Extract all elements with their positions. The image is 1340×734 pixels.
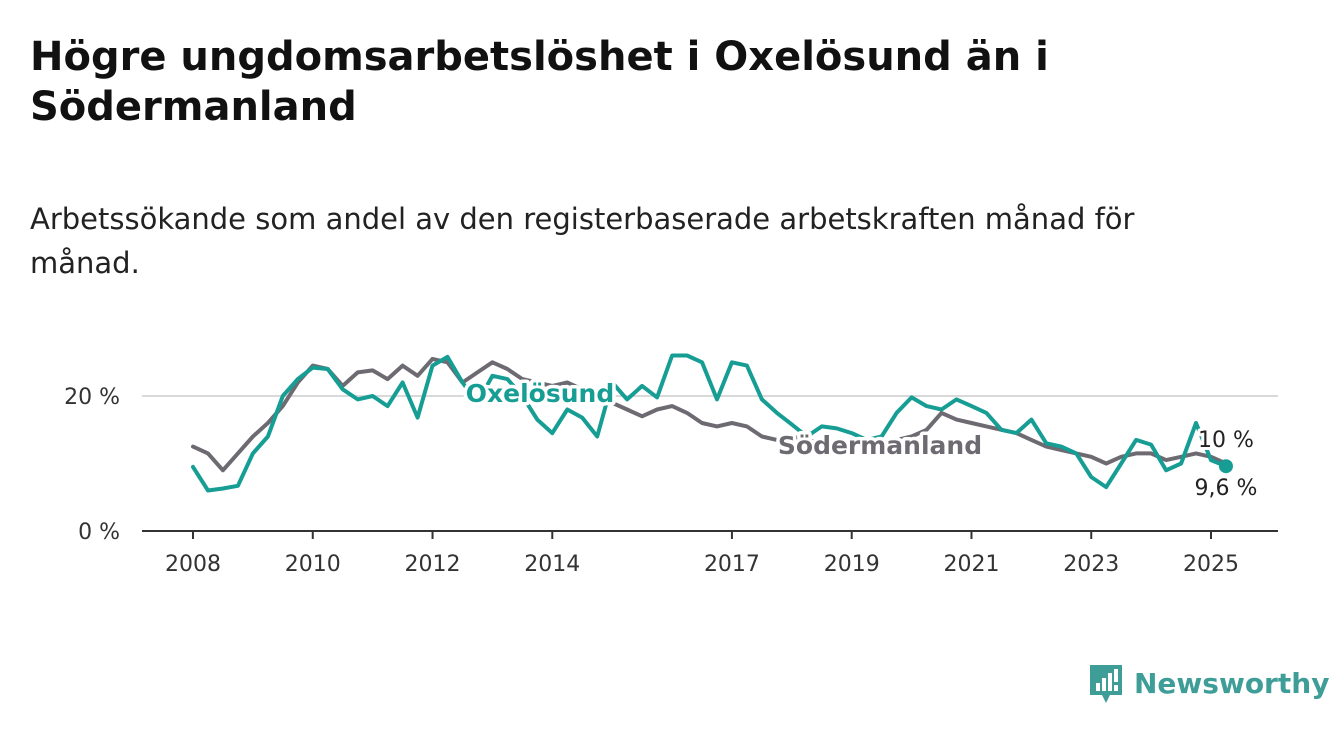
series-label-oxelösund: Oxelösund <box>466 379 614 408</box>
newsworthy-logo-icon <box>1090 665 1122 703</box>
x-tick-label: 2010 <box>285 552 341 577</box>
x-tick-label: 2017 <box>704 552 760 577</box>
series-label-södermanland: Södermanland <box>778 431 982 460</box>
line-layer <box>191 353 1233 493</box>
chart-title: Högre ungdomsarbetslöshet i Oxelösund än… <box>30 34 1049 130</box>
x-tick-label: 2021 <box>943 552 999 577</box>
x-tick-label: 2014 <box>524 552 580 577</box>
x-tick-label: 2025 <box>1183 552 1239 577</box>
series-line-oxelösund <box>191 353 1228 493</box>
brand-logo: Newsworthy <box>1088 660 1329 706</box>
end-value-label: 10 % <box>1198 428 1254 453</box>
series-end-dot <box>1218 459 1233 474</box>
y-tick-label: 20 % <box>64 385 120 410</box>
series-line-södermanland <box>191 356 1228 473</box>
grid-layer: 0 % 20 % 2008 2010 2012 2014 2017 2019 2021 2023 2… <box>64 385 1278 577</box>
brand-name: Newsworthy <box>1134 666 1330 700</box>
x-tick-label: 2008 <box>165 552 221 577</box>
chart-subtitle: Arbetssökande som andel av den registerb… <box>30 202 1135 280</box>
x-tick-label: 2012 <box>405 552 461 577</box>
end-value-label: 9,6 % <box>1195 476 1258 501</box>
x-tick-label: 2019 <box>824 552 880 577</box>
label-layer: Oxelösund Södermanland 10 % 9,6 % <box>462 376 1260 505</box>
y-tick-label: 0 % <box>78 520 120 545</box>
x-tick-label: 2023 <box>1063 552 1119 577</box>
